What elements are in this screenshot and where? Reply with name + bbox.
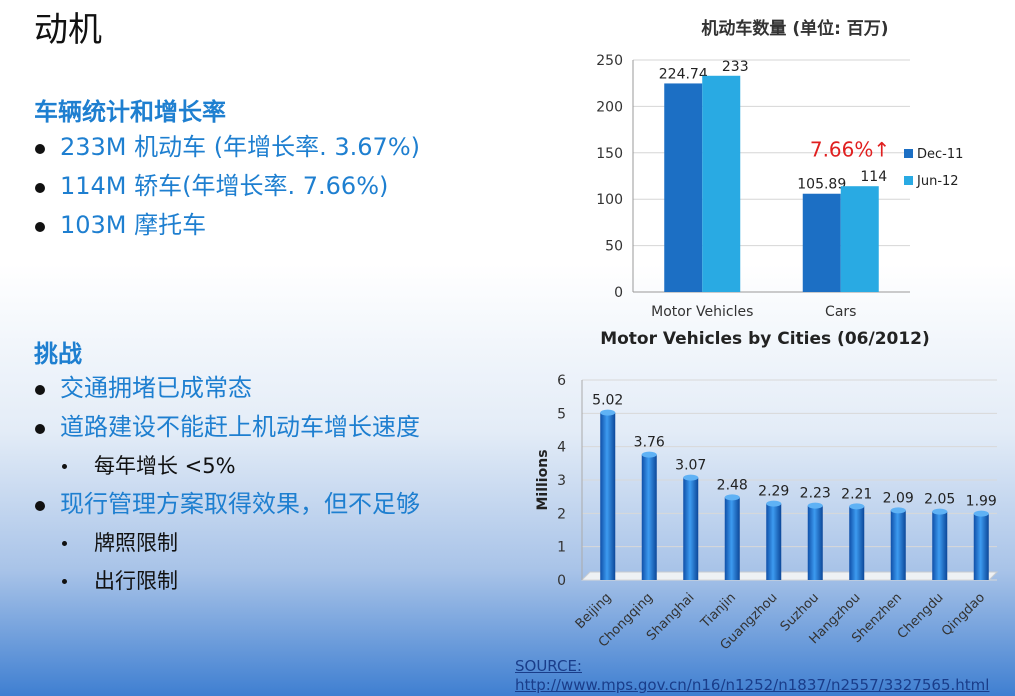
city-bar-top	[973, 510, 989, 517]
y-tick-label: 1	[557, 540, 566, 556]
bar-jun-12	[840, 186, 879, 292]
chart-title: 机动车数量 (单位: 百万)	[701, 18, 888, 39]
bar-dec-11	[664, 83, 703, 292]
legend-swatch	[904, 176, 913, 185]
city-label: Qingdao	[939, 590, 988, 639]
y-tick-label: 0	[557, 573, 566, 589]
city-bar	[683, 477, 699, 580]
x-category-label: Motor Vehicles	[651, 304, 753, 320]
city-value-label: 2.29	[758, 484, 789, 500]
y-tick-label: 0	[614, 285, 623, 301]
challenges-bullet-list: 交通拥堵已成常态 道路建设不能赶上机动车增长速度 每年增长 <5% 现行管理方案取得效…	[34, 369, 420, 600]
growth-annotation: 7.66%↑	[810, 138, 890, 162]
legend-label: Dec-11	[917, 147, 963, 162]
challenge-sub-bullet: 牌照限制	[34, 524, 420, 562]
city-bar	[849, 506, 865, 580]
city-label: Beijing	[573, 590, 615, 632]
y-tick-label: 6	[557, 373, 566, 389]
section-heading-challenges: 挑战	[34, 340, 82, 368]
city-bar-top	[641, 451, 657, 458]
challenge-bullet: 道路建设不能赶上机动车增长速度	[34, 408, 420, 447]
city-bar-top	[683, 474, 699, 481]
stats-bullet: 114M 轿车(年增长率. 7.66%)	[34, 167, 420, 206]
source-label: SOURCE:	[515, 657, 582, 675]
challenge-bullet: 现行管理方案取得效果，但不足够	[34, 485, 420, 524]
legend-swatch	[904, 149, 913, 158]
city-value-label: 3.07	[675, 458, 706, 474]
stats-bullet-list: 233M 机动车 (年增长率. 3.67%) 114M 轿车(年增长率. 7.66…	[34, 128, 420, 245]
bar-value-label: 233	[722, 59, 749, 75]
city-bar	[973, 513, 989, 580]
city-bar-top	[890, 507, 906, 514]
y-tick-label: 50	[605, 239, 623, 255]
city-bar	[766, 503, 782, 580]
city-bar-top	[766, 500, 782, 507]
city-bar	[641, 454, 657, 580]
bar-value-label: 114	[860, 169, 887, 185]
source-link[interactable]: http://www.mps.gov.cn/n16/n1252/n1837/n2…	[515, 676, 990, 694]
stats-bullet: 103M 摩托车	[34, 206, 420, 245]
city-vehicles-bar-chart: Motor Vehicles by Cities (06/2012) Millio…	[535, 329, 999, 653]
x-category-label: Cars	[825, 304, 856, 320]
source-citation[interactable]: SOURCE: http://www.mps.gov.cn/n16/n1252/…	[515, 657, 989, 695]
city-bar	[807, 505, 823, 580]
legend-label: Jun-12	[916, 174, 959, 189]
city-bar-top	[849, 503, 865, 510]
city-value-label: 2.48	[717, 477, 748, 493]
city-label: Chengdu	[895, 590, 947, 642]
y-axis-label: Millions	[535, 449, 551, 510]
city-bar-top	[724, 494, 740, 501]
y-tick-label: 200	[596, 99, 623, 115]
city-value-label: 2.09	[883, 490, 914, 506]
bar-value-label: 224.74	[659, 66, 708, 82]
y-tick-label: 5	[557, 406, 566, 422]
city-value-label: 1.99	[966, 494, 997, 510]
city-value-label: 5.02	[592, 393, 623, 409]
y-tick-label: 4	[557, 440, 566, 456]
city-label: Tianjin	[697, 590, 739, 632]
bar-jun-12	[702, 75, 741, 292]
city-bar-top	[932, 508, 948, 515]
city-bar-top	[600, 409, 616, 416]
challenge-sub-bullet: 每年增长 <5%	[34, 447, 420, 485]
city-bar	[932, 511, 948, 580]
city-value-label: 3.76	[634, 435, 665, 451]
bar-dec-11	[802, 193, 841, 292]
challenge-sub-bullet: 出行限制	[34, 562, 420, 600]
stats-bullet: 233M 机动车 (年增长率. 3.67%)	[34, 128, 420, 167]
vehicle-count-bar-chart: 机动车数量 (单位: 百万) 0 50 100 150 200 250 Motor Vehic…	[596, 18, 963, 320]
slide-title: 动机	[34, 10, 102, 50]
y-tick-label: 2	[557, 506, 566, 522]
city-bar	[890, 510, 906, 580]
y-tick-label: 100	[596, 192, 623, 208]
city-bar	[600, 412, 616, 580]
city-value-label: 2.05	[924, 492, 955, 508]
city-value-label: 2.23	[800, 486, 831, 502]
challenge-bullet: 交通拥堵已成常态	[34, 369, 420, 408]
y-tick-label: 3	[557, 473, 566, 489]
section-heading-stats: 车辆统计和增长率	[34, 98, 226, 126]
city-bar	[724, 497, 740, 580]
city-value-label: 2.21	[841, 486, 872, 502]
bar-value-label: 105.89	[797, 177, 846, 193]
y-tick-label: 250	[596, 53, 623, 69]
city-bar-top	[807, 502, 823, 509]
y-tick-label: 150	[596, 146, 623, 162]
chart-title: Motor Vehicles by Cities (06/2012)	[600, 329, 930, 349]
